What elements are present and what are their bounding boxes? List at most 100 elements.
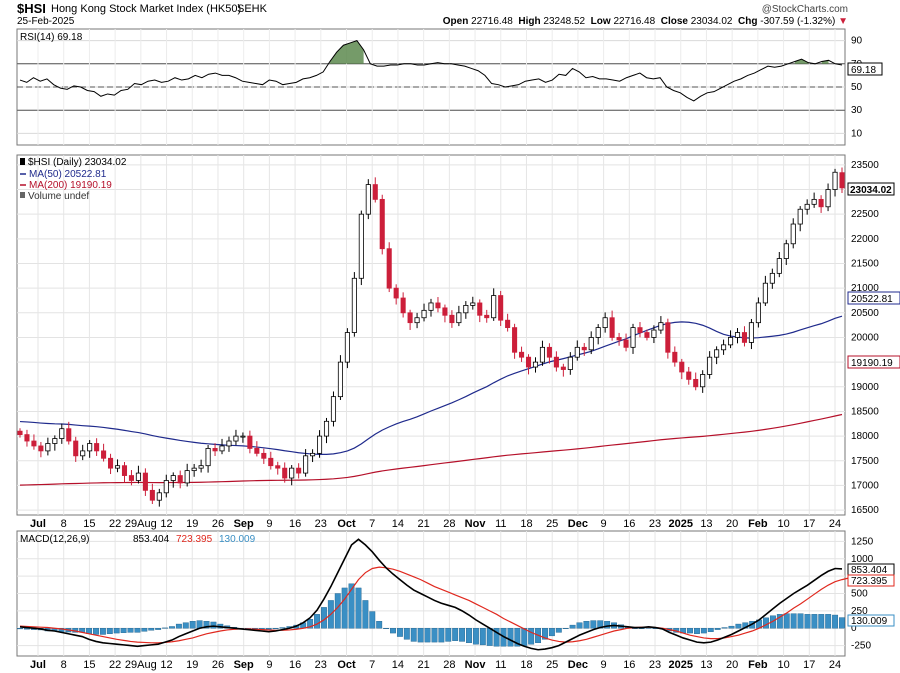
ohlc-summary: Open 22716.48 High 23248.52 Low 22716.48… (443, 16, 848, 27)
candle-body (776, 258, 782, 274)
candle-body (546, 346, 552, 358)
high-value: 23248.52 (543, 16, 586, 27)
macd-hist-bar (93, 628, 99, 635)
candle-body (386, 248, 392, 289)
macd-hist-bar (148, 628, 155, 631)
x-tick-label: 16 (289, 659, 301, 671)
signal-value-box (847, 574, 895, 587)
candle-body (734, 332, 741, 338)
macd-hist-bar (735, 623, 742, 629)
candle-body (797, 208, 803, 225)
macd-hist-bar (134, 628, 141, 633)
macd-hist-bar (707, 628, 714, 632)
macd-hist-bar (403, 628, 410, 640)
x-tick-label: 2025 (668, 659, 692, 671)
macd-tick-label: 0 (851, 623, 857, 634)
x-tick-label: 21 (418, 659, 430, 671)
candle-body (651, 329, 657, 338)
candle-body (693, 378, 699, 388)
x-tick-label: 12 (160, 659, 172, 671)
price-tick-label: 22000 (851, 234, 879, 245)
rsi-tick-label: 30 (851, 105, 863, 116)
candle-body (721, 344, 727, 351)
candle-body (275, 465, 281, 469)
macd-hist-bar (769, 615, 776, 629)
x-tick-label: 23 (649, 518, 661, 530)
candle-body (114, 465, 121, 469)
macd-hist-bar (528, 628, 535, 645)
macd-hist-bar (355, 587, 362, 629)
exchange-label: SEHK (237, 3, 267, 15)
macd-tick-label: 1250 (851, 536, 874, 547)
ma200-box (847, 355, 900, 369)
rsi-last-value: 69.18 (851, 65, 876, 76)
macd-hist-bar (307, 618, 314, 629)
stockcharts-watermark[interactable]: @StockCharts.com (761, 4, 848, 15)
macd-y-ticks: -250025050075010001250 (851, 536, 874, 651)
x-tick-label: 10 (777, 659, 789, 671)
x-tick-label: 19 (186, 659, 198, 671)
x-tick-label: 8 (61, 518, 67, 530)
x-tick-label: Nov (465, 659, 487, 671)
legend-ma200: MA(200) 19190.19 (29, 180, 112, 191)
macd-hist-bar (113, 628, 120, 634)
candle-body (477, 302, 483, 316)
x-tick-label: 15 (83, 659, 95, 671)
candle-body (783, 243, 789, 259)
x-tick-label: 16 (623, 659, 635, 671)
macd-hist-bar (569, 624, 576, 629)
macd-hist-bar (383, 628, 390, 629)
x-tick-label: Oct (337, 518, 356, 530)
macd-tick-label: 500 (851, 589, 868, 600)
candle-body (595, 327, 601, 338)
x-tick-label: Nov (465, 518, 487, 530)
price-y-ticks: 1650017000175001800018500190001950020000… (851, 160, 879, 516)
candle-body (219, 445, 225, 452)
candle-body (442, 307, 448, 316)
macd-hist-bar (210, 621, 217, 629)
x-tick-label: Dec (568, 659, 588, 671)
macd-hist-bar (493, 628, 500, 647)
candle-body (337, 361, 343, 398)
macd-hist-bar (120, 628, 127, 633)
candle-body (574, 346, 580, 358)
candle-body (142, 472, 148, 491)
macd-last-value: 853.404 (851, 565, 888, 576)
candle-body (525, 356, 532, 368)
hist-last-value: 130.009 (851, 616, 888, 627)
x-tick-label: 14 (392, 518, 404, 530)
price-tick-label: 22500 (851, 209, 879, 220)
last-close-box (847, 182, 895, 196)
macd-hist-bar (431, 628, 438, 643)
macd-hist-bar (555, 628, 562, 633)
price-tick-label: 19000 (851, 382, 879, 393)
macd-hist-bar (645, 627, 652, 629)
price-grid (17, 155, 845, 515)
candle-body (170, 475, 176, 481)
macd-tick-label: 1000 (851, 554, 874, 565)
macd-hist-bar (424, 628, 431, 643)
macd-hist-bar (99, 628, 106, 635)
candle-body (80, 450, 86, 457)
macd-hist-bar (521, 628, 528, 646)
macd-grid (17, 531, 845, 656)
x-tick-label: 13 (700, 518, 712, 530)
x-tick-label: Jul (30, 659, 46, 671)
x-tick-label: 9 (601, 659, 607, 671)
candle-body (456, 312, 462, 324)
macd-hist-bar (410, 628, 417, 642)
x-tick-label: Dec (568, 518, 588, 530)
x-tick-label: Feb (748, 659, 768, 671)
candle-body (665, 322, 671, 353)
price-tick-label: 23500 (851, 160, 879, 171)
macd-hist-bar (348, 583, 355, 629)
price-tick-label: 18000 (851, 431, 879, 442)
x-tick-label: 26 (212, 659, 224, 671)
x-tick-label: 17 (803, 518, 815, 530)
x-tick-label: 29Aug (125, 518, 157, 530)
macd-legend-name: MACD(12,26,9) (20, 534, 89, 545)
candle-body (128, 475, 134, 481)
price-tick-label: 21500 (851, 258, 879, 269)
rsi-title: RSI(14) 69.18 (20, 32, 83, 43)
